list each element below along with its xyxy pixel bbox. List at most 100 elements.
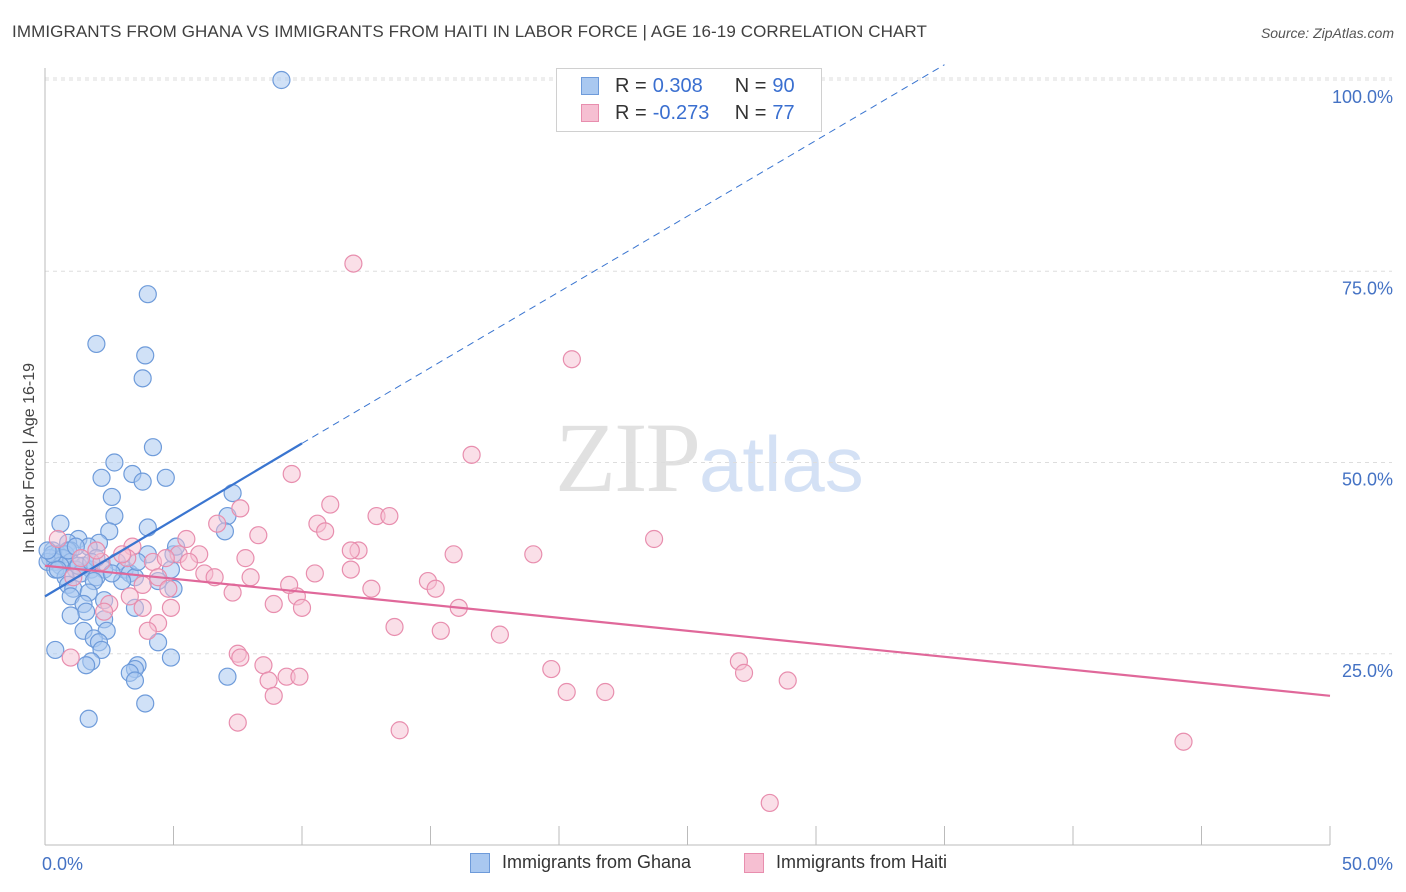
haiti-point bbox=[156, 549, 175, 568]
watermark-zip: ZIP bbox=[555, 402, 701, 513]
haiti-point bbox=[305, 564, 324, 583]
haiti-point bbox=[241, 568, 260, 587]
haiti-point bbox=[138, 621, 157, 640]
haiti-point bbox=[264, 686, 283, 705]
haiti-point bbox=[179, 552, 199, 572]
legend-n-value: 77 bbox=[772, 101, 795, 124]
haiti-point bbox=[71, 549, 91, 568]
haiti-point bbox=[341, 560, 360, 579]
ghana-point bbox=[92, 640, 111, 660]
ghana-point bbox=[156, 468, 175, 487]
ghana-point bbox=[38, 541, 57, 560]
x-tick-label-right: 50.0% bbox=[1342, 854, 1393, 874]
haiti-point bbox=[341, 541, 360, 560]
ghana-point bbox=[79, 709, 98, 728]
ghana-point bbox=[148, 633, 168, 652]
legend-r-label: R = bbox=[615, 101, 647, 124]
haiti-point bbox=[61, 648, 80, 667]
legend-row-haiti: R = -0.273 N = 77 bbox=[581, 101, 795, 125]
legend-swatch-haiti bbox=[581, 104, 599, 122]
haiti-point bbox=[161, 598, 181, 617]
y-tick-label: 75.0% bbox=[1342, 278, 1393, 298]
haiti-point bbox=[524, 545, 543, 564]
legend-r-label: R = bbox=[615, 74, 647, 97]
y-tick-label: 25.0% bbox=[1342, 661, 1393, 681]
haiti-point bbox=[259, 671, 278, 690]
source-label: Source: ZipAtlas.com bbox=[1260, 25, 1394, 41]
haiti-point bbox=[426, 579, 445, 598]
haiti-point bbox=[644, 529, 664, 549]
haiti-points bbox=[48, 254, 1193, 813]
haiti-point bbox=[385, 617, 404, 637]
haiti-point bbox=[159, 579, 178, 598]
legend-r-value: 0.308 bbox=[652, 74, 703, 97]
haiti-point bbox=[760, 793, 779, 813]
tick-labels: 100.0% 75.0% 50.0% 25.0% 0.0% 50.0% bbox=[42, 87, 1393, 874]
legend-r-value: -0.273 bbox=[652, 101, 710, 124]
ghana-point bbox=[105, 453, 124, 472]
y-tick-label: 50.0% bbox=[1342, 470, 1393, 490]
haiti-point bbox=[316, 522, 335, 541]
ghana-point bbox=[136, 346, 155, 365]
axes bbox=[44, 68, 1331, 846]
legend-row-ghana: R = 0.308 N = 90 bbox=[581, 74, 795, 98]
legend-swatch-ghana bbox=[581, 77, 599, 95]
haiti-point bbox=[596, 682, 615, 702]
legend-n-label: N = bbox=[734, 74, 767, 97]
ghana-point bbox=[138, 518, 157, 537]
haiti-point bbox=[1174, 732, 1193, 751]
haiti-point bbox=[344, 254, 363, 273]
haiti-point bbox=[208, 514, 227, 533]
haiti-point bbox=[362, 579, 381, 598]
trend-lines bbox=[44, 64, 1331, 697]
haiti-point bbox=[228, 713, 247, 732]
ghana-point bbox=[61, 606, 80, 625]
haiti-point bbox=[380, 506, 399, 526]
chart-title: IMMIGRANTS FROM GHANA VS IMMIGRANTS FROM… bbox=[12, 22, 927, 41]
haiti-point bbox=[542, 659, 561, 679]
series-label-haiti: Immigrants from Haiti bbox=[776, 852, 948, 872]
ghana-point bbox=[87, 334, 106, 354]
ghana-point bbox=[218, 667, 237, 686]
ghana-point bbox=[136, 694, 155, 713]
correlation-legend: R = 0.308 N = 90 R = -0.273 N = 77 bbox=[556, 68, 822, 132]
ghana-point bbox=[105, 506, 124, 526]
haiti-point bbox=[264, 594, 283, 614]
haiti-point bbox=[236, 549, 255, 568]
haiti-point bbox=[249, 526, 268, 545]
haiti-point bbox=[321, 495, 340, 514]
ghana-point bbox=[133, 369, 152, 388]
haiti-point bbox=[290, 667, 309, 686]
gridlines bbox=[45, 77, 1392, 655]
x-tick-label-left: 0.0% bbox=[42, 854, 83, 874]
haiti-point bbox=[431, 621, 450, 640]
haiti-point bbox=[48, 529, 67, 549]
haiti-point bbox=[444, 545, 463, 564]
series-label-ghana: Immigrants from Ghana bbox=[502, 852, 692, 872]
ghana-point bbox=[102, 487, 121, 507]
haiti-point bbox=[292, 598, 312, 617]
haiti-point bbox=[231, 648, 250, 667]
haiti-point bbox=[557, 682, 576, 702]
haiti-point bbox=[390, 721, 409, 740]
series-swatch-haiti bbox=[744, 852, 764, 873]
ghana-point bbox=[100, 522, 119, 541]
watermark-atlas: atlas bbox=[699, 420, 864, 508]
watermark: ZIPatlas bbox=[555, 400, 864, 515]
haiti-point bbox=[778, 671, 797, 690]
haiti-point bbox=[133, 575, 152, 595]
haiti-point bbox=[231, 499, 250, 518]
ghana-point bbox=[133, 472, 152, 491]
haiti-point bbox=[120, 587, 139, 606]
ghana-point bbox=[46, 640, 65, 660]
ghana-point bbox=[51, 514, 70, 533]
ghana-point bbox=[77, 656, 96, 675]
haiti-point bbox=[87, 541, 106, 560]
y-axis-label: In Labor Force | Age 16-19 bbox=[21, 363, 38, 553]
haiti-point bbox=[223, 583, 242, 602]
ghana-point bbox=[92, 468, 111, 487]
haiti-trend-line bbox=[44, 564, 1331, 697]
ghana-trend-extension bbox=[301, 64, 945, 444]
haiti-point bbox=[734, 663, 754, 682]
